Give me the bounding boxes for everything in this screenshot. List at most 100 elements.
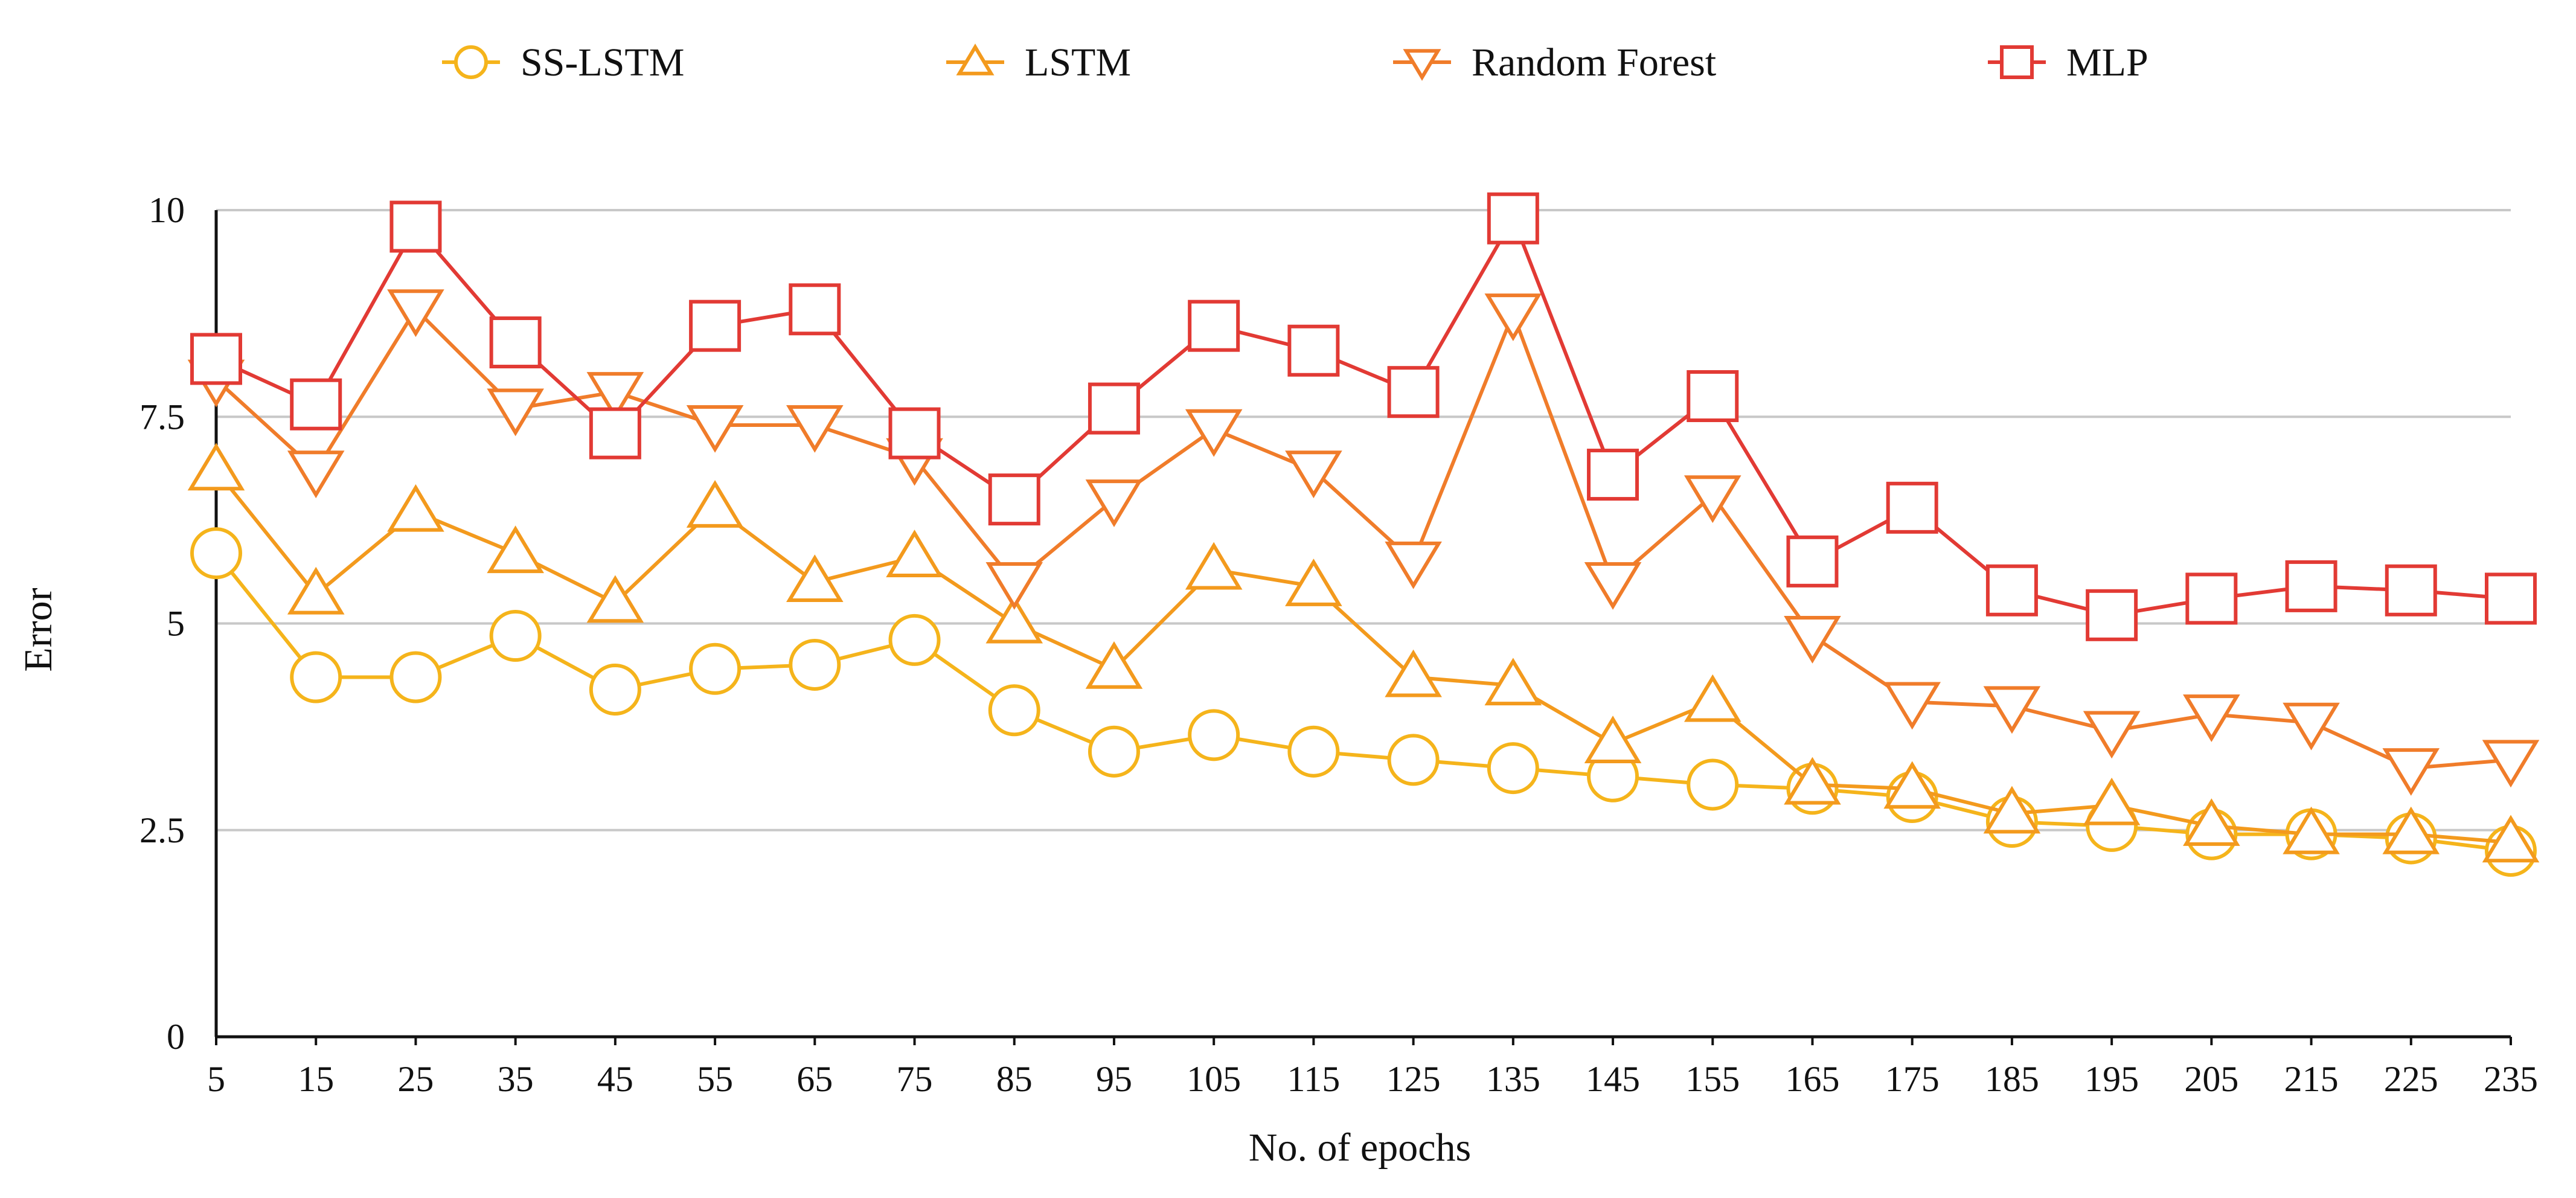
data-point-lstm (1185, 542, 1243, 590)
legend-label-mlp: MLP (2066, 40, 2148, 85)
data-point-random-forest (387, 289, 444, 338)
y-axis-title: Error (16, 588, 60, 671)
x-tick-label: 125 (1386, 1059, 1441, 1099)
data-point-lstm (2283, 806, 2340, 854)
data-point-random-forest (1484, 293, 1542, 341)
data-point-mlp (689, 300, 742, 352)
series-lstm (187, 443, 2540, 863)
data-point-random-forest (1584, 562, 1642, 610)
x-tick-label: 65 (796, 1059, 833, 1099)
series-mlp (190, 192, 2537, 641)
data-point-lstm (2382, 806, 2440, 854)
data-point-ss-lstm (389, 651, 442, 703)
data-point-random-forest (2183, 694, 2240, 742)
data-point-ss-lstm (190, 527, 242, 580)
x-tick-label: 25 (397, 1059, 434, 1099)
data-point-mlp (1985, 564, 2038, 617)
x-tick-label: 145 (1586, 1059, 1640, 1099)
y-tick-label: 5 (167, 604, 185, 644)
x-tick-label: 5 (207, 1059, 225, 1099)
data-point-random-forest (1983, 686, 2041, 734)
y-tick-label: 7.5 (139, 397, 185, 437)
data-point-lstm (1085, 641, 1143, 689)
x-tick-label: 35 (498, 1059, 534, 1099)
data-point-mlp (1287, 324, 1340, 377)
legend-marker-random-forest (1403, 49, 1441, 81)
data-point-mlp (789, 283, 841, 336)
data-point-random-forest (686, 405, 744, 453)
legend-item-ss-lstm: SS-LSTM (442, 40, 684, 85)
data-point-lstm (1285, 559, 1342, 606)
data-point-ss-lstm (1387, 734, 1440, 786)
data-point-mlp (888, 407, 941, 460)
data-point-lstm (1584, 716, 1642, 764)
x-tick-label: 225 (2384, 1059, 2438, 1099)
data-point-ss-lstm (1188, 709, 1240, 761)
legend-marker-mlp (2000, 45, 2034, 79)
legend-label-random-forest: Random Forest (1472, 40, 1716, 85)
series-ss-lstm (190, 527, 2537, 877)
data-point-mlp (2285, 560, 2337, 612)
data-point-lstm (487, 525, 544, 574)
data-point-lstm (387, 484, 444, 532)
legend-marker-ss-lstm (454, 45, 488, 79)
x-tick-label: 175 (1885, 1059, 1940, 1099)
data-point-mlp (1487, 192, 1539, 245)
data-point-mlp (1088, 382, 1140, 435)
data-point-lstm (1784, 757, 1841, 805)
data-point-random-forest (1185, 409, 1243, 457)
x-tick-label: 85 (996, 1059, 1033, 1099)
data-point-mlp (1587, 449, 1639, 501)
data-point-random-forest (1385, 541, 1442, 589)
data-point-random-forest (2382, 748, 2440, 796)
legend-label-ss-lstm: SS-LSTM (521, 40, 684, 85)
data-point-random-forest (1784, 616, 1841, 664)
data-point-ss-lstm (888, 613, 941, 666)
x-axis-title: No. of epochs (1249, 1126, 1471, 1170)
data-point-ss-lstm (689, 642, 742, 695)
data-point-mlp (389, 200, 442, 253)
data-point-ss-lstm (789, 638, 841, 691)
data-point-random-forest (1285, 450, 1342, 499)
data-point-random-forest (287, 450, 345, 499)
data-point-mlp (2185, 572, 2238, 625)
series-line-lstm (214, 469, 2511, 845)
data-point-random-forest (487, 388, 544, 437)
x-tick-label: 165 (1785, 1059, 1839, 1099)
data-point-mlp (2086, 589, 2138, 641)
data-point-mlp (1886, 481, 1938, 534)
data-point-lstm (1883, 761, 1941, 809)
data-point-lstm (2482, 815, 2540, 863)
data-point-mlp (1687, 370, 1739, 423)
y-tick-label: 2.5 (139, 810, 185, 850)
legend-marker-lstm (956, 43, 995, 75)
data-point-ss-lstm (1287, 725, 1340, 778)
data-point-lstm (287, 566, 345, 615)
data-point-mlp (190, 333, 242, 385)
data-point-lstm (1684, 674, 1741, 722)
data-point-random-forest (2482, 740, 2540, 788)
x-tick-label: 195 (2084, 1059, 2139, 1099)
data-point-random-forest (786, 405, 844, 453)
data-point-random-forest (1684, 475, 1741, 524)
data-point-mlp (1188, 300, 1240, 352)
x-tick-label: 115 (1287, 1059, 1341, 1099)
data-point-random-forest (985, 562, 1043, 610)
data-point-random-forest (1883, 682, 1941, 730)
x-tick-label: 215 (2284, 1059, 2339, 1099)
x-tick-label: 205 (2184, 1059, 2238, 1099)
data-point-mlp (2385, 564, 2437, 617)
x-tick-label: 235 (2484, 1059, 2538, 1099)
data-point-lstm (586, 575, 644, 623)
series-layer (187, 192, 2540, 877)
legend-item-lstm: LSTM (946, 40, 1131, 85)
data-point-lstm (786, 554, 844, 603)
legend: SS-LSTM LSTM Random Forest MLP (442, 40, 2148, 85)
data-point-ss-lstm (290, 651, 342, 703)
x-tick-label: 15 (298, 1059, 334, 1099)
x-tick-label: 105 (1187, 1059, 1241, 1099)
data-point-lstm (2183, 798, 2240, 846)
legend-label-lstm: LSTM (1025, 40, 1131, 85)
series-line-ss-lstm (214, 552, 2511, 853)
